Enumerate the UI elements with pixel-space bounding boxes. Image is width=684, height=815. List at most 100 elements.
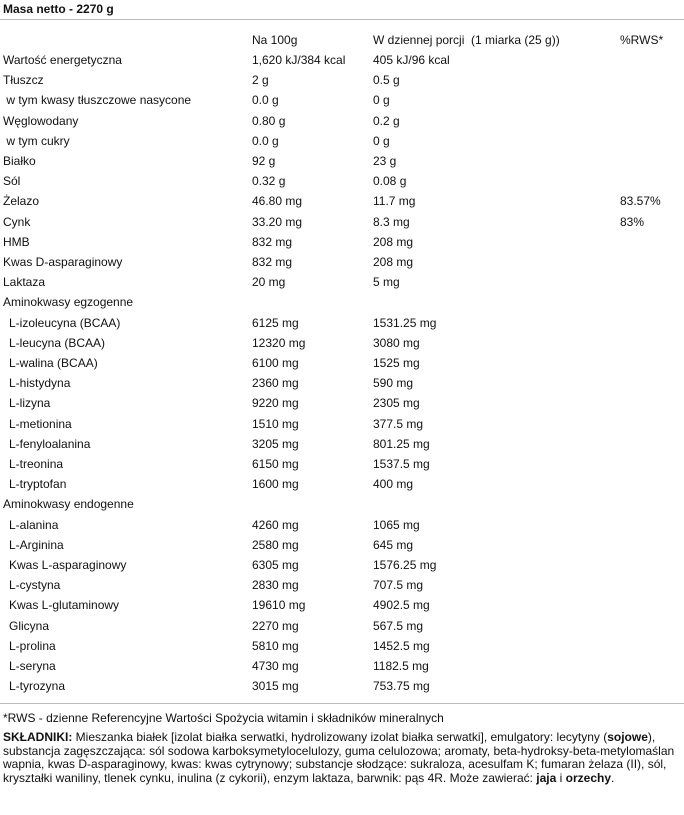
row-label: Wartość energetyczna <box>3 53 122 67</box>
cell: 4260 mg <box>252 517 299 532</box>
ingredients-label: SKŁADNIKI: <box>3 730 73 744</box>
row-label: L-izoleucyna (BCAA) <box>9 315 121 330</box>
cell: 0.08 g <box>373 174 407 189</box>
row-label: L-metionina <box>9 416 72 431</box>
row-label: Cynk <box>3 214 31 229</box>
cell: 2360 mg <box>252 376 299 391</box>
cell: 1537.5 mg <box>373 457 430 471</box>
ingredients-text: i <box>556 770 566 785</box>
row-label: L-alanina <box>9 517 59 532</box>
cell: 0.5 g <box>373 73 400 88</box>
header-cell: Na 100g <box>252 33 298 47</box>
cell: 0.32 g <box>252 174 286 189</box>
row-label: Węglowodany <box>3 113 79 128</box>
row-label: Białko <box>3 154 36 168</box>
cell: 1510 mg <box>252 416 299 431</box>
cell: 400 mg <box>373 477 414 492</box>
footnote: *RWS - dzienne Referencyjne Wartości Spo… <box>3 711 444 725</box>
allergen: sojowe <box>607 730 648 744</box>
header-cell: W dziennej porcji (1 miarka (25 g)) <box>373 33 560 47</box>
cell: 0 g <box>373 93 390 108</box>
cell: 3080 mg <box>373 335 420 350</box>
row-label: L-Arginina <box>9 537 64 552</box>
cell: 6125 mg <box>252 315 299 330</box>
cell: 0.80 g <box>252 113 286 128</box>
cell: 590 mg <box>373 376 414 391</box>
cell: 0.0 g <box>252 93 279 108</box>
cell: 2270 mg <box>252 618 299 633</box>
row-label: Glicyna <box>9 618 50 633</box>
cell: 753.75 mg <box>373 679 430 694</box>
cell: 1525 mg <box>373 356 420 370</box>
row-label: L-histydyna <box>9 376 71 391</box>
row-label: Sól <box>3 174 21 189</box>
row-label: L-fenyloalanina <box>9 436 91 451</box>
cell: 5810 mg <box>252 638 299 653</box>
cell: 8.3 mg <box>373 214 410 229</box>
cell: 1065 mg <box>373 517 420 532</box>
cell: 83% <box>620 214 645 229</box>
cell: 801.25 mg <box>373 436 430 451</box>
cell: 11.7 mg <box>373 194 416 209</box>
cell: 1576.25 mg <box>373 558 437 572</box>
row-label: L-lizyna <box>9 396 51 411</box>
cell: 707.5 mg <box>373 578 424 593</box>
ingredients-text: ), substancja zagęszczająca: sól sodowa … <box>3 730 675 785</box>
cell: 92 g <box>252 154 276 168</box>
cell: 5 mg <box>373 275 400 290</box>
cell: 9220 mg <box>252 396 299 411</box>
ingredients: SKŁADNIKI: Mieszanka białek [izolat biał… <box>3 730 679 785</box>
row-label: Laktaza <box>3 275 46 290</box>
cell: 12320 mg <box>252 335 306 350</box>
cell: 645 mg <box>373 537 414 552</box>
row-label: Kwas L-asparaginowy <box>9 558 127 572</box>
cell: 0.2 g <box>373 113 400 128</box>
cell: 1452.5 mg <box>373 638 430 653</box>
row-label: L-seryna <box>9 659 56 673</box>
cell: 83.57% <box>620 194 661 209</box>
cell: 2 g <box>252 73 269 88</box>
row-label: w tym kwasy tłuszczowe nasycone <box>3 93 192 108</box>
row-label: L-treonina <box>9 457 64 471</box>
cell: 20 mg <box>252 275 286 290</box>
cell: 832 mg <box>252 255 293 269</box>
cell: 377.5 mg <box>373 416 424 431</box>
ingredients-text: . <box>611 770 615 785</box>
cell: 6100 mg <box>252 356 299 370</box>
cell: 2305 mg <box>373 396 420 411</box>
row-label: L-cystyna <box>9 578 61 593</box>
allergen: jaja <box>536 770 557 785</box>
rule <box>0 19 684 20</box>
title: Masa netto - 2270 g <box>3 2 114 16</box>
cell: 23 g <box>373 154 397 168</box>
section-title: Aminokwasy egzogenne <box>3 295 134 310</box>
cell: 208 mg <box>373 234 414 249</box>
row-label: L-tryptofan <box>9 477 67 492</box>
cell: 0.0 g <box>252 133 279 148</box>
cell: 19610 mg <box>252 598 306 613</box>
cell: 6150 mg <box>252 457 299 471</box>
cell: 4730 mg <box>252 659 299 673</box>
row-label: L-tyrozyna <box>9 679 66 694</box>
row-label: Kwas D-asparaginowy <box>3 255 123 269</box>
cell: 3205 mg <box>252 436 299 451</box>
allergen: orzechy <box>565 770 612 785</box>
cell: 2830 mg <box>252 578 299 593</box>
cell: 567.5 mg <box>373 618 424 633</box>
section-title: Aminokwasy endogenne <box>3 497 134 512</box>
cell: 2580 mg <box>252 537 299 552</box>
cell: 832 mg <box>252 234 293 249</box>
cell: 4902.5 mg <box>373 598 430 613</box>
cell: 0 g <box>373 133 390 148</box>
cell: 1182.5 mg <box>373 659 429 673</box>
cell: 46.80 mg <box>252 194 303 209</box>
row-label: Tłuszcz <box>3 73 44 88</box>
header-cell: %RWS* <box>620 33 664 47</box>
row-label: w tym cukry <box>3 133 70 148</box>
row-label: HMB <box>3 234 30 249</box>
cell: 405 kJ/96 kcal <box>373 53 450 67</box>
cell: 3015 mg <box>252 679 299 694</box>
cell: 6305 mg <box>252 558 299 572</box>
row-label: L-walina (BCAA) <box>9 356 98 370</box>
